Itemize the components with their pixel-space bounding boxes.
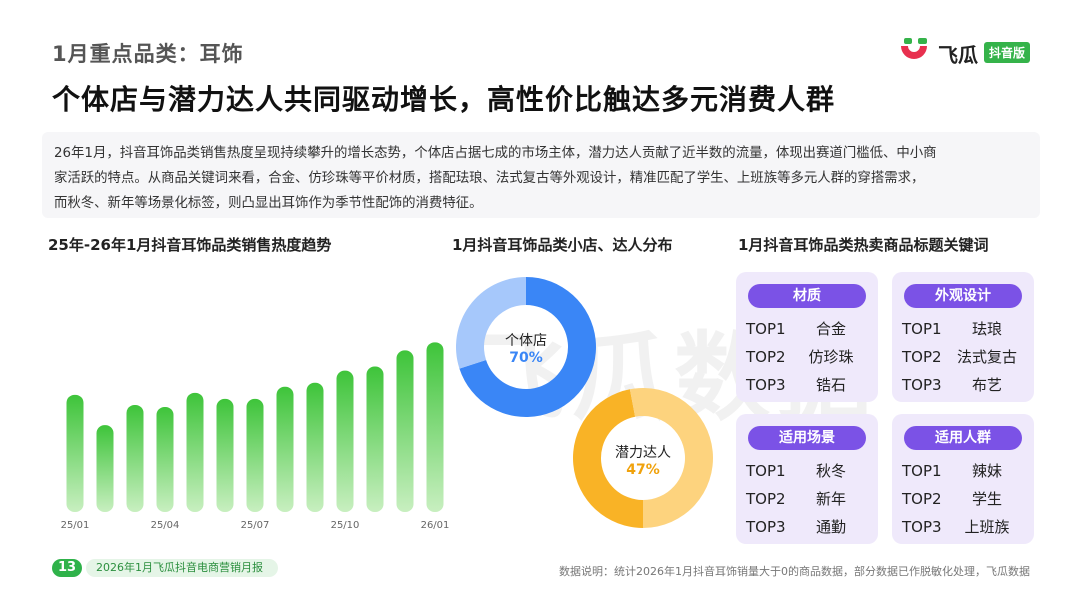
keyword-word: 布艺 xyxy=(971,376,1002,394)
keyword-rank: TOP1 xyxy=(746,462,786,480)
keyword-word: 学生 xyxy=(971,490,1002,508)
influencer-value: 47% xyxy=(626,462,660,478)
trend-chart-title: 25年-26年1月抖音耳饰品类销售热度趋势 xyxy=(48,236,332,254)
keyword-rank: TOP1 xyxy=(902,462,942,480)
store-label: 个体店 xyxy=(505,333,547,349)
brand-logo: 飞瓜 抖音版 xyxy=(898,36,1038,68)
logo-badge: 抖音版 xyxy=(984,42,1031,63)
summary-line: 家活跃的特点。从商品关键词来看，合金、仿珍珠等平价材质，搭配珐琅、法式复古等外观… xyxy=(54,171,925,186)
keyword-rank: TOP3 xyxy=(746,376,786,394)
store-value: 70% xyxy=(509,350,543,366)
trend-bar xyxy=(96,425,114,512)
keyword-row: TOP3 通勤 xyxy=(746,516,872,537)
donut-slice-primary xyxy=(459,277,596,417)
keyword-word: 通勤 xyxy=(815,518,846,536)
keyword-card-header: 适用人群 xyxy=(904,426,1022,450)
donut-slice-rest xyxy=(629,388,713,528)
keyword-card-scene: 适用场景 TOP1 秋冬 TOP2 新年 TOP3 通勤 xyxy=(736,414,878,544)
trend-bar xyxy=(396,350,414,512)
trend-bar-chart: 25/01 25/04 25/07 25/10 26/01 xyxy=(61,342,450,531)
influencer-label: 潜力达人 xyxy=(615,445,671,461)
page-number: 13 xyxy=(52,559,82,577)
section-subtitle: 1月重点品类：耳饰 xyxy=(52,42,244,66)
summary-line: 26年1月，抖音耳饰品类销售热度呈现持续攀升的增长态势，个体店占据七成的市场主体… xyxy=(54,146,937,161)
keyword-word: 法式复古 xyxy=(956,348,1017,366)
trend-bar xyxy=(156,406,174,512)
trend-bar xyxy=(246,398,264,512)
summary-line: 而秋冬、新年等场景化标签，则凸显出耳饰作为季节性配饰的消费特征。 xyxy=(54,196,483,211)
keyword-card-header: 适用场景 xyxy=(748,426,866,450)
page-title: 个体店与潜力达人共同驱动增长，高性价比触达多元消费人群 xyxy=(52,83,836,116)
keyword-row: TOP3 锆石 xyxy=(746,374,872,395)
data-note: 数据说明：统计2026年1月抖音耳饰销量大于0的商品数据，部分数据已作脱敏化处理… xyxy=(559,565,1030,578)
keyword-card-design: 外观设计 TOP1 珐琅 TOP2 法式复古 TOP3 布艺 xyxy=(892,272,1034,402)
keyword-rank: TOP2 xyxy=(902,490,942,508)
keyword-rank: TOP2 xyxy=(746,348,786,366)
keyword-row: TOP2 仿珍珠 xyxy=(746,346,872,367)
x-tick-label: 25/07 xyxy=(241,520,270,531)
donut-label-store: 个体店 70% xyxy=(474,330,578,366)
keyword-rank: TOP2 xyxy=(746,490,786,508)
keyword-word: 新年 xyxy=(815,490,846,508)
x-tick-label: 26/01 xyxy=(421,520,450,531)
keyword-word: 秋冬 xyxy=(815,462,846,480)
keyword-card-material: 材质 TOP1 合金 TOP2 仿珍珠 TOP3 锆石 xyxy=(736,272,878,402)
keyword-word: 辣妹 xyxy=(971,462,1002,480)
keyword-rank: TOP1 xyxy=(746,320,786,338)
trend-bar xyxy=(306,382,324,512)
keyword-row: TOP2 法式复古 xyxy=(902,346,1028,367)
donut-slice-primary xyxy=(573,389,643,528)
keyword-word: 珐琅 xyxy=(971,320,1002,338)
keyword-row: TOP1 合金 xyxy=(746,318,872,339)
keyword-row: TOP1 辣妹 xyxy=(902,460,1028,481)
logo-text: 飞瓜 xyxy=(938,43,978,67)
trend-bar xyxy=(336,370,354,512)
x-tick-label: 25/04 xyxy=(151,520,180,531)
keyword-row: TOP3 上班族 xyxy=(902,516,1028,537)
donut-slice-rest xyxy=(456,277,526,369)
keyword-card-header: 外观设计 xyxy=(904,284,1022,308)
keyword-rank: TOP3 xyxy=(902,376,942,394)
influencer-share-donut xyxy=(573,388,713,528)
keywords-title: 1月抖音耳饰品类热卖商品标题关键词 xyxy=(738,236,989,254)
donut-label-influencer: 潜力达人 47% xyxy=(591,442,695,478)
keyword-row: TOP1 秋冬 xyxy=(746,460,872,481)
keyword-rank: TOP3 xyxy=(746,518,786,536)
trend-bar xyxy=(216,398,234,512)
trend-bar xyxy=(276,386,294,512)
x-tick-label: 25/01 xyxy=(61,520,90,531)
summary-box: 26年1月，抖音耳饰品类销售热度呈现持续攀升的增长态势，个体店占据七成的市场主体… xyxy=(42,132,1040,218)
keyword-word: 合金 xyxy=(815,320,846,338)
keyword-row: TOP2 学生 xyxy=(902,488,1028,509)
keyword-word: 仿珍珠 xyxy=(808,348,854,366)
keyword-word: 锆石 xyxy=(815,376,846,394)
distribution-title: 1月抖音耳饰品类小店、达人分布 xyxy=(452,236,673,254)
keyword-card-header: 材质 xyxy=(748,284,866,308)
keyword-rank: TOP3 xyxy=(902,518,942,536)
keyword-card-audience: 适用人群 TOP1 辣妹 TOP2 学生 TOP3 上班族 xyxy=(892,414,1034,544)
trend-bar xyxy=(66,394,84,512)
trend-bar xyxy=(366,366,384,512)
trend-bar xyxy=(126,404,144,512)
keyword-rank: TOP2 xyxy=(902,348,942,366)
feigua-logo-icon xyxy=(901,38,927,59)
keyword-rank: TOP1 xyxy=(902,320,942,338)
keyword-word: 上班族 xyxy=(964,518,1010,536)
keyword-row: TOP2 新年 xyxy=(746,488,872,509)
report-name: 2026年1月飞瓜抖音电商营销月报 xyxy=(86,559,278,577)
trend-bar xyxy=(186,392,204,512)
trend-bar xyxy=(426,342,444,512)
keyword-row: TOP1 珐琅 xyxy=(902,318,1028,339)
store-share-donut xyxy=(456,277,596,417)
keyword-row: TOP3 布艺 xyxy=(902,374,1028,395)
x-tick-label: 25/10 xyxy=(331,520,360,531)
